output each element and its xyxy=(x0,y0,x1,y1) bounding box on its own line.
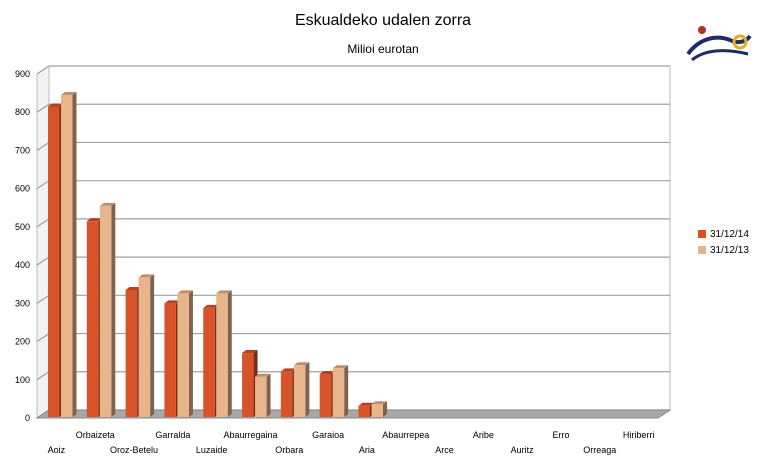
bar-side xyxy=(111,202,116,417)
x-tick-label: Orbaizeta xyxy=(76,430,115,440)
bar-top xyxy=(61,92,77,96)
x-tick-label: Aoiz xyxy=(48,445,66,455)
logo-icon xyxy=(686,26,752,62)
y-tick-label: 600 xyxy=(15,184,30,194)
bar-top xyxy=(332,365,349,369)
x-tick-label: Abaurregaina xyxy=(223,430,277,440)
bar xyxy=(319,374,332,417)
bar-top xyxy=(203,304,219,308)
bar xyxy=(99,205,112,417)
bar-top xyxy=(280,368,297,372)
bar xyxy=(242,353,254,417)
bar xyxy=(125,289,138,417)
bar xyxy=(255,376,267,417)
bar xyxy=(332,368,345,417)
bar-side xyxy=(383,401,387,417)
chart-title: Eskualdeko udalen zorra xyxy=(294,12,472,29)
y-tick-label: 200 xyxy=(15,337,30,347)
bar xyxy=(280,371,293,417)
y-tick-label: 800 xyxy=(15,107,30,117)
legend-item-2013: 31/12/13 xyxy=(698,242,749,258)
y-tick-label: 100 xyxy=(15,375,30,385)
bar-top xyxy=(86,218,103,222)
x-tick-label: Oroz-Betelu xyxy=(110,445,158,455)
bar xyxy=(61,95,73,418)
bar xyxy=(164,303,176,417)
bar-side xyxy=(266,373,271,417)
bar-top xyxy=(99,202,116,206)
bar xyxy=(203,307,215,417)
x-tick-label: Erro xyxy=(552,430,569,440)
bar-top xyxy=(177,290,193,294)
plot-side-wall xyxy=(36,65,50,419)
y-tick-label: 900 xyxy=(15,69,30,79)
x-tick-label: Garralda xyxy=(155,430,190,440)
bar-top xyxy=(242,350,258,354)
bar-top xyxy=(358,402,374,406)
bar xyxy=(86,221,99,417)
bar xyxy=(371,404,383,417)
chart-subtitle: Milioi eurotan xyxy=(347,42,419,56)
legend-item-2014: 31/12/14 xyxy=(698,226,749,242)
plot-floor xyxy=(35,409,672,419)
bar-top xyxy=(48,103,64,107)
bar xyxy=(177,293,189,417)
y-tick-label: 500 xyxy=(15,222,30,232)
x-tick-label: Aribe xyxy=(473,430,494,440)
bar-side xyxy=(188,290,193,417)
x-tick-label: Auritz xyxy=(511,445,535,455)
x-tick-label: Hiriberri xyxy=(623,430,655,440)
x-tick-label: Garaioa xyxy=(312,430,344,440)
bar-top xyxy=(164,300,180,304)
x-tick-label: Orreaga xyxy=(583,445,616,455)
bar-top xyxy=(371,401,387,405)
bar-side xyxy=(72,92,77,418)
legend: 31/12/14 31/12/13 xyxy=(698,226,749,258)
y-tick-label: 400 xyxy=(15,260,30,270)
x-tick-label: Luzaide xyxy=(196,445,228,455)
gridline xyxy=(36,103,670,113)
gridline xyxy=(36,65,670,75)
bar-side xyxy=(305,362,310,417)
bar-side xyxy=(227,290,232,417)
y-tick-label: 700 xyxy=(15,145,30,155)
bar-top xyxy=(293,362,310,366)
x-tick-label: Aria xyxy=(359,445,375,455)
bar xyxy=(138,277,151,417)
bar-side xyxy=(150,274,155,417)
bar xyxy=(48,106,60,417)
bar-top xyxy=(138,274,155,278)
x-tick-label: Orbara xyxy=(275,445,303,455)
y-tick-label: 0 xyxy=(25,413,30,423)
bar-top xyxy=(216,290,232,294)
bar-top xyxy=(125,286,142,290)
bar xyxy=(293,365,306,417)
bar-top xyxy=(319,371,336,375)
legend-label-2014: 31/12/14 xyxy=(710,228,749,240)
bar-side xyxy=(344,365,349,417)
x-tick-label: Abaurrepea xyxy=(382,430,429,440)
x-tick-label: Arce xyxy=(435,445,454,455)
legend-swatch-2014 xyxy=(698,230,706,238)
bar xyxy=(358,405,370,417)
bar-top xyxy=(255,373,271,377)
legend-swatch-2013 xyxy=(698,246,706,254)
y-tick-label: 300 xyxy=(15,298,30,308)
legend-label-2013: 31/12/13 xyxy=(710,244,749,256)
bar xyxy=(216,293,228,417)
